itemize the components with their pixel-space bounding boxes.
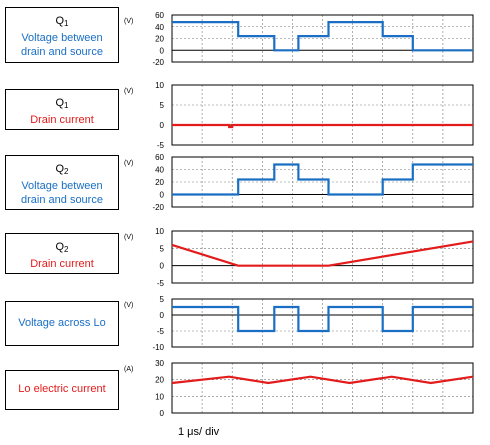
y-tick-label: 0 — [160, 121, 165, 130]
plot-frame — [171, 230, 474, 284]
symbol-subscript: 2 — [64, 245, 69, 254]
signal-label-box: Q1 Voltage between drain and source — [5, 7, 119, 63]
plot-frame — [171, 156, 474, 208]
y-tick-label: 0 — [160, 311, 165, 320]
plot-frame — [171, 14, 474, 63]
transistor-symbol: Q1 — [6, 14, 118, 31]
waveform-series — [172, 21, 473, 52]
y-tick-label: 0 — [160, 409, 165, 418]
plot-frame — [171, 84, 474, 146]
y-tick-label: 20 — [155, 376, 164, 385]
y-tick-label: 60 — [155, 153, 164, 162]
signal-name-line: drain and source — [21, 194, 103, 206]
waveform-series — [172, 163, 473, 196]
y-tick-label: 60 — [155, 11, 164, 20]
signal-name-line: Drain current — [30, 258, 94, 270]
y-tick-label: -10 — [152, 343, 164, 352]
signal-name-line: Voltage across Lo — [18, 316, 106, 329]
transistor-symbol: Q2 — [6, 162, 118, 179]
symbol-letter: Q — [55, 15, 65, 27]
y-tick-label: 10 — [155, 392, 164, 401]
signal-label-box: Q2 Drain current — [5, 233, 119, 274]
waveform-series — [171, 240, 474, 267]
y-tick-label: 20 — [155, 178, 164, 187]
time-scale-label: 1 μs/ div — [178, 426, 220, 438]
y-tick-label: -5 — [157, 141, 165, 150]
unit-label: (V) — [124, 302, 134, 309]
signal-label-box: Lo electric current — [5, 370, 119, 410]
transistor-symbol: Q2 — [6, 240, 118, 257]
symbol-subscript: 1 — [64, 19, 69, 28]
waveform-series — [172, 305, 473, 333]
unit-label: (V) — [124, 234, 134, 241]
y-tick-label: 5 — [160, 101, 165, 110]
signal-name-line: Voltage between — [21, 32, 103, 44]
y-tick-label: 10 — [155, 227, 164, 236]
y-tick-label: 0 — [160, 191, 165, 200]
y-tick-label: 0 — [160, 262, 165, 271]
waveform-series — [172, 123, 473, 129]
y-tick-label: 10 — [155, 81, 164, 90]
symbol-subscript: 2 — [64, 167, 69, 176]
y-tick-label: -5 — [157, 279, 165, 288]
chart-panel: 10 5 0 -5 — [155, 227, 474, 288]
signal-name-line: Voltage between — [21, 180, 103, 192]
signal-label-box: Voltage across Lo — [5, 301, 119, 346]
y-tick-label: 20 — [155, 35, 164, 44]
chart-panel: 10 5 0 -5 — [155, 81, 474, 150]
chart-panel: 5 0 -5 -10 — [152, 295, 474, 352]
y-tick-label: 5 — [160, 295, 165, 304]
y-tick-label: -20 — [152, 203, 164, 212]
y-tick-label: 40 — [155, 166, 164, 175]
transistor-symbol: Q1 — [6, 96, 118, 113]
plot-frame — [171, 298, 474, 348]
y-tick-label: 0 — [160, 46, 165, 55]
y-tick-label: 40 — [155, 23, 164, 32]
signal-name-line: Drain current — [30, 114, 94, 126]
symbol-letter: Q — [55, 241, 65, 253]
waveform-series — [171, 375, 474, 385]
unit-label: (V) — [124, 88, 134, 95]
plot-frame — [171, 362, 474, 414]
signal-name-line: drain and source — [21, 46, 103, 58]
signal-name-line: Lo electric current — [18, 383, 106, 395]
unit-label: (V) — [124, 160, 134, 167]
symbol-letter: Q — [55, 163, 65, 175]
symbol-subscript: 1 — [64, 101, 69, 110]
chart-panel: 60 40 20 0 -20 — [152, 11, 474, 67]
chart-panel: 60 40 20 0 -20 — [152, 153, 474, 212]
y-tick-label: -5 — [157, 327, 165, 336]
symbol-letter: Q — [55, 97, 65, 109]
y-tick-label: -20 — [152, 58, 164, 67]
unit-label: (A) — [124, 366, 134, 373]
chart-panel: 30 20 10 0 — [155, 359, 474, 418]
y-tick-label: 5 — [160, 244, 165, 253]
y-tick-label: 30 — [155, 359, 164, 368]
signal-label-box: Q1 Drain current — [5, 89, 119, 130]
unit-label: (V) — [124, 18, 134, 25]
signal-label-box: Q2 Voltage between drain and source — [5, 155, 119, 210]
